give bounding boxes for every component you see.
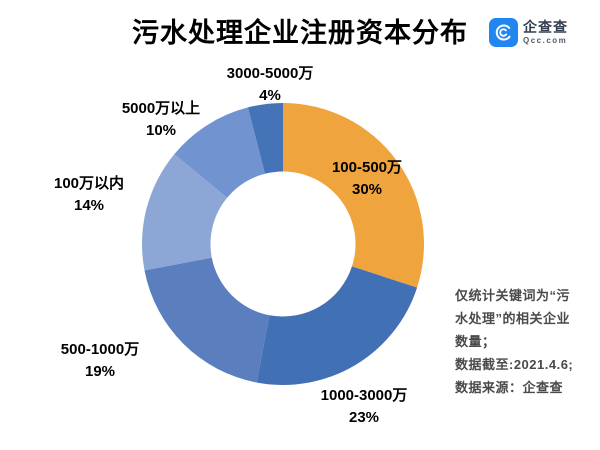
page-title: 污水处理企业注册资本分布	[132, 18, 468, 48]
slice-label-pct: 14%	[73, 197, 105, 214]
donut-slice-5000万以上	[174, 107, 265, 198]
slice-label-under-100: 100万以内 14%	[54, 173, 124, 217]
slice-label-pct: 10%	[145, 122, 177, 139]
note-line: 数量；	[455, 334, 496, 349]
qcc-logo-text: 企查查 Qcc.com	[523, 20, 568, 45]
slice-label-text: 3000-5000万	[226, 65, 314, 82]
slice-label-3000-5000: 3000-5000万 4%	[227, 63, 314, 107]
slice-label-over-5000: 5000万以上 10%	[122, 98, 200, 142]
slice-label-1000-3000: 1000-3000万 23%	[321, 385, 408, 429]
qcc-logo-domain: Qcc.com	[523, 36, 568, 45]
slice-label-100-500: 100-500万 30%	[332, 157, 402, 201]
slice-label-500-1000: 500-1000万 19%	[61, 339, 139, 383]
qcc-logo-name: 企查查	[523, 19, 568, 35]
donut-slice-1000-3000万	[256, 266, 418, 385]
slice-label-pct: 19%	[84, 363, 116, 380]
donut-slice-3000-5000万	[247, 103, 283, 174]
donut-slice-100万以内	[142, 154, 228, 271]
slice-label-pct: 23%	[348, 409, 380, 426]
qcc-logo-icon	[489, 18, 518, 47]
donut-slice-100-500万	[283, 103, 424, 288]
qcc-logo: 企查查 Qcc.com	[489, 18, 568, 47]
slice-label-text: 1000-3000万	[320, 387, 408, 404]
slice-label-pct: 4%	[259, 87, 281, 104]
donut-slice-500-1000万	[144, 257, 270, 383]
data-source-notes: 仅统计关键词为“污 水处理”的相关企业 数量； 数据截至:2021.4.6; 数…	[455, 284, 595, 399]
slice-label-pct: 30%	[351, 181, 383, 198]
slice-label-text: 100万以内	[53, 175, 125, 192]
slice-label-text: 5000万以上	[121, 100, 201, 117]
note-line: 水处理”的相关企业	[455, 311, 571, 326]
note-line: 仅统计关键词为“污	[455, 288, 571, 303]
note-line: 数据来源：企查查	[455, 380, 564, 395]
slice-label-text: 500-1000万	[60, 341, 140, 358]
note-line: 数据截至:2021.4.6;	[455, 357, 574, 372]
slice-label-text: 100-500万	[331, 159, 403, 176]
